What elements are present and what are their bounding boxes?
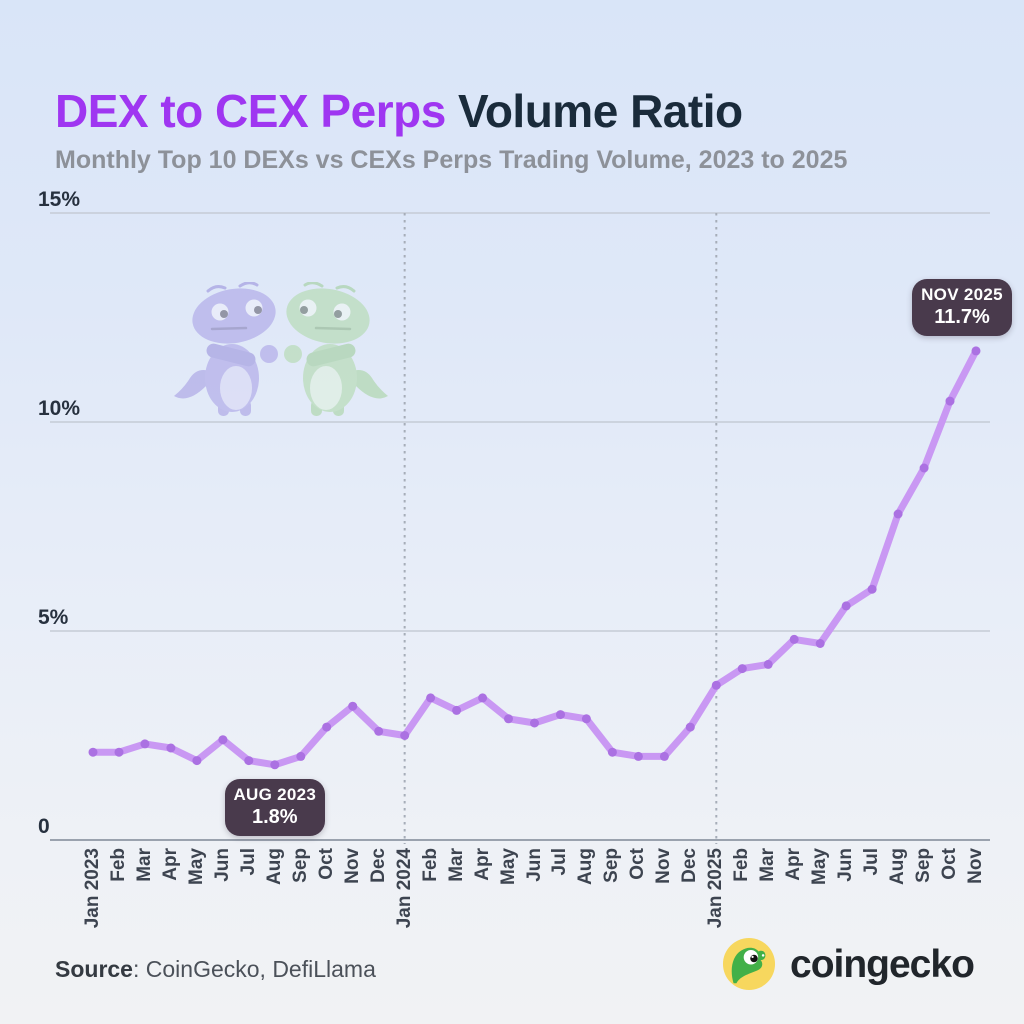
x-tick-label: Dec	[679, 848, 701, 883]
data-point-jun	[218, 735, 228, 745]
data-point-feb	[737, 664, 747, 674]
x-tick-label: Jul	[237, 848, 259, 876]
x-tick-label: Jun	[523, 848, 545, 882]
x-tick-label: Oct	[627, 848, 649, 880]
x-tick-label: Jun	[211, 848, 233, 882]
data-point-mar	[140, 739, 150, 749]
data-point-sep	[296, 751, 306, 761]
data-point-oct	[322, 722, 332, 732]
coingecko-logo-icon	[722, 937, 776, 991]
annotation-month-label: NOV 2025	[921, 284, 1003, 304]
data-point-apr	[789, 634, 799, 644]
data-point-jul	[867, 584, 877, 594]
y-tick-label: 0	[38, 815, 50, 838]
data-point-aug	[270, 760, 280, 770]
x-tick-label: Dec	[367, 848, 389, 883]
x-tick-label: Jul	[549, 848, 571, 876]
annotation-nov-2025: NOV 2025 11.7%	[912, 278, 1012, 336]
data-point-jan-2024	[400, 731, 410, 740]
source-label: Source	[55, 956, 133, 982]
data-point-nov	[348, 701, 358, 711]
data-point-nov	[971, 346, 981, 356]
data-point-jul	[244, 756, 254, 766]
data-point-oct	[633, 751, 643, 761]
coingecko-logo-text: coingecko	[790, 943, 975, 986]
data-point-jun	[841, 601, 851, 611]
x-tick-label: Apr	[471, 848, 493, 881]
data-point-may	[815, 639, 825, 648]
x-tick-label: Mar	[445, 848, 467, 882]
ratio-line	[89, 347, 980, 769]
y-tick-label: 5%	[38, 606, 69, 629]
source-credit: Source: CoinGecko, DefiLlama	[55, 956, 376, 983]
data-point-jul	[556, 710, 565, 720]
x-tick-label: Aug	[263, 848, 285, 885]
y-tick-label: 15%	[38, 188, 81, 211]
x-tick-label: Jan 2023	[82, 848, 103, 929]
data-point-feb	[114, 747, 124, 757]
data-point-aug	[893, 509, 903, 519]
x-tick-label: Feb	[107, 848, 129, 882]
x-tick-label: Nov	[965, 848, 986, 884]
x-tick-label: Mar	[133, 848, 155, 882]
title-accent-text: DEX to CEX Perps	[55, 85, 446, 137]
annotation-month-label: AUG 2023	[233, 784, 317, 804]
x-tick-label: Sep	[601, 848, 623, 883]
x-tick-label: May	[809, 848, 831, 885]
data-point-oct	[945, 396, 955, 406]
data-point-jun	[530, 718, 539, 728]
x-tick-label: Aug	[887, 848, 909, 885]
data-point-jan-2023	[88, 747, 98, 757]
x-tick-label: Feb	[419, 848, 441, 882]
x-tick-label: Jul	[861, 848, 883, 876]
annotation-value-label: 11.7%	[934, 305, 990, 328]
data-point-nov	[659, 751, 669, 761]
annotation-aug-2023: AUG 2023 1.8%	[224, 778, 325, 836]
data-point-dec	[685, 722, 695, 732]
x-tick-label: Oct	[939, 848, 961, 880]
x-tick-label: Apr	[783, 848, 805, 881]
data-point-apr	[478, 693, 488, 703]
data-point-dec	[374, 726, 384, 736]
gecko-mascots-watermark	[174, 282, 388, 416]
data-point-sep	[919, 463, 929, 473]
data-point-jan-2025	[711, 680, 721, 690]
data-point-feb	[426, 693, 436, 703]
x-tick-label: May	[185, 848, 207, 885]
x-tick-label: Jun	[835, 848, 857, 882]
y-tick-label: 10%	[38, 397, 81, 420]
page-subtitle: Monthly Top 10 DEXs vs CEXs Perps Tradin…	[55, 146, 848, 174]
x-tick-label: Apr	[159, 848, 181, 881]
x-tick-label: Nov	[341, 848, 363, 884]
data-point-may	[504, 714, 513, 724]
data-point-mar	[763, 659, 773, 669]
data-point-apr	[166, 743, 176, 753]
data-point-may	[192, 756, 202, 766]
purple-gecko-watermark	[174, 282, 278, 416]
x-tick-label: Sep	[913, 848, 935, 883]
x-tick-label: Nov	[653, 848, 675, 884]
x-tick-label: May	[497, 848, 519, 885]
page-title: DEX to CEX Perps Volume Ratio	[55, 84, 743, 138]
x-tick-label: Aug	[575, 848, 597, 885]
title-rest-text: Volume Ratio	[445, 85, 743, 137]
x-tick-label: Oct	[315, 848, 337, 880]
x-tick-label: Sep	[289, 848, 311, 883]
data-point-aug	[581, 714, 591, 724]
data-point-mar	[452, 705, 462, 715]
x-tick-label: Jan 2024	[393, 848, 415, 929]
green-gecko-watermark	[284, 282, 388, 416]
annotation-value-label: 1.8%	[252, 805, 298, 828]
source-names: : CoinGecko, DefiLlama	[132, 956, 376, 982]
data-point-sep	[607, 747, 617, 757]
